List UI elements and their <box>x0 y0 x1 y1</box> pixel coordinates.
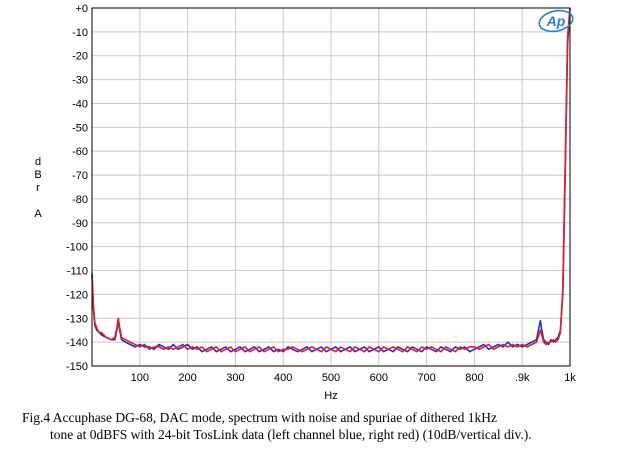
caption-line-2: tone at 0dBFS with 24-bit TosLink data (… <box>50 427 532 442</box>
x-tick-label: .9k <box>515 372 530 384</box>
grid-lines <box>92 8 570 366</box>
y-axis-label-char: A <box>34 208 42 220</box>
ap-logo: Ap <box>538 9 574 33</box>
x-tick-label: 100 <box>131 372 149 384</box>
x-tick-label: 1k <box>564 372 576 384</box>
y-tick-label: -150 <box>66 361 88 373</box>
y-tick-label: -90 <box>72 218 88 230</box>
x-tick-label: 800 <box>465 372 483 384</box>
x-tick-label: 600 <box>370 372 388 384</box>
y-tick-label: -130 <box>66 313 88 325</box>
y-tick-label: -140 <box>66 337 88 349</box>
y-axis-label-char: B <box>34 169 41 181</box>
y-tick-label: -80 <box>72 194 88 206</box>
x-axis-ticks: 100 200 300 400 500 600 700 800 .9k 1k <box>131 372 577 384</box>
y-tick-label: -40 <box>72 98 88 110</box>
y-tick-label: -50 <box>72 122 88 134</box>
y-tick-label: +0 <box>75 3 88 15</box>
series-line <box>91 12 571 353</box>
y-tick-label: -100 <box>66 242 88 254</box>
x-tick-label: 200 <box>178 372 196 384</box>
y-axis-label-char: d <box>35 156 41 168</box>
x-tick-label: 500 <box>322 372 340 384</box>
y-tick-label: -10 <box>72 27 88 39</box>
x-tick-label: 400 <box>274 372 292 384</box>
y-tick-label: -20 <box>72 51 88 63</box>
y-axis-label: dBr A <box>34 156 42 220</box>
y-axis-ticks: +0 -10 -20 -30 -40 -50 -60 -70 -80 -90 -100 -110 -12… <box>66 3 88 373</box>
caption-line-1: Fig.4 Accuphase DG-68, DAC mode, spectru… <box>22 410 498 425</box>
series-line <box>91 7 571 353</box>
x-tick-label: 300 <box>226 372 244 384</box>
y-tick-label: -30 <box>72 75 88 87</box>
logo-text: Ap <box>546 13 566 29</box>
y-axis-label-char: r <box>36 182 40 194</box>
y-tick-label: -60 <box>72 146 88 158</box>
y-tick-label: -120 <box>66 289 88 301</box>
x-tick-label: 700 <box>417 372 435 384</box>
series-group <box>91 7 571 353</box>
spectrum-chart: +0 -10 -20 -30 -40 -50 -60 -70 -80 -90 -100 -110 -12… <box>34 3 577 402</box>
x-axis-label: Hz <box>324 390 337 402</box>
figure-caption: Fig.4 Accuphase DG-68, DAC mode, spectru… <box>22 409 622 443</box>
plot-border <box>91 7 571 367</box>
y-tick-label: -70 <box>72 170 88 182</box>
y-tick-label: -110 <box>67 266 88 278</box>
logo-ring <box>538 9 574 33</box>
